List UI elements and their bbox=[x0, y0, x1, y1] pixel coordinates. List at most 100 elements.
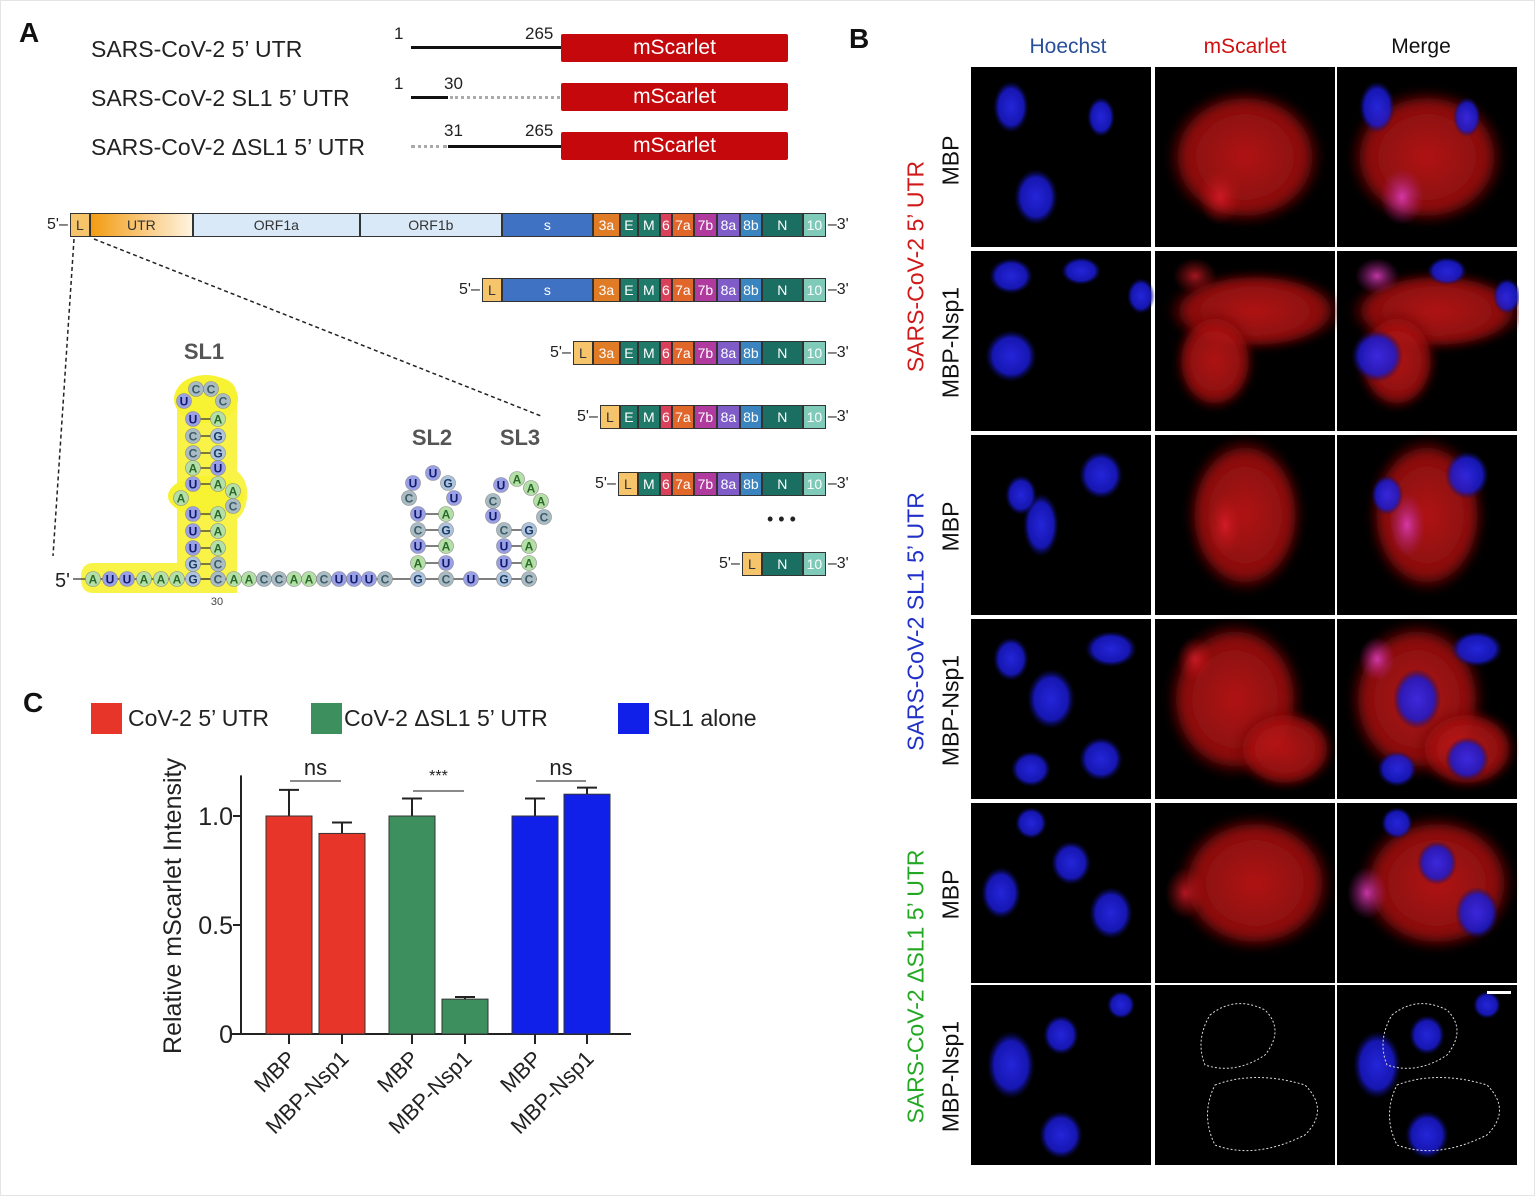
svg-text:A: A bbox=[513, 473, 522, 487]
nucleotide: A bbox=[301, 571, 317, 587]
gene-3a: 3a bbox=[592, 278, 620, 302]
nucleotide: U bbox=[496, 555, 512, 571]
svg-text:A: A bbox=[214, 542, 223, 556]
svg-text:G: G bbox=[524, 524, 533, 538]
gene-7b: 7b bbox=[693, 213, 717, 237]
gene-utr: UTR bbox=[89, 213, 193, 237]
significance-label: *** bbox=[429, 768, 448, 785]
nucleus bbox=[1039, 1111, 1083, 1159]
nucleus bbox=[1011, 751, 1051, 787]
svg-text:A: A bbox=[140, 573, 149, 587]
nucleotide: U bbox=[331, 571, 347, 587]
svg-text:U: U bbox=[450, 492, 459, 506]
nucleotide: A bbox=[286, 571, 302, 587]
nucleus bbox=[1359, 81, 1395, 133]
svg-text:U: U bbox=[365, 573, 374, 587]
nucleotide: U bbox=[210, 460, 226, 476]
micrograph-mscarlet bbox=[1155, 985, 1335, 1165]
row-label: MBP-Nsp1 bbox=[937, 654, 964, 767]
gene-l: L bbox=[572, 341, 593, 365]
nucleus bbox=[1351, 330, 1403, 382]
nucleus bbox=[1377, 751, 1417, 787]
gene-8b: 8b bbox=[739, 278, 762, 302]
cytoplasm-signal bbox=[1175, 813, 1335, 953]
column-header-hoechst: Hoechst bbox=[1029, 35, 1107, 58]
svg-text:A: A bbox=[214, 413, 223, 427]
nucleus bbox=[1427, 257, 1467, 285]
construct-start: 1 bbox=[394, 24, 404, 43]
ellipsis: • • • bbox=[767, 509, 796, 529]
gene-l: L bbox=[69, 213, 90, 237]
legend-label-utr: CoV-2 5’ UTR bbox=[128, 705, 270, 731]
svg-text:U: U bbox=[489, 510, 498, 524]
svg-text:U: U bbox=[189, 542, 198, 556]
svg-text:C: C bbox=[320, 573, 329, 587]
panel-label-a: A bbox=[19, 17, 40, 48]
nucleotide: A bbox=[169, 571, 185, 587]
nucleotide: U bbox=[446, 490, 462, 506]
row-label: MBP bbox=[937, 869, 964, 920]
nucleotide: U bbox=[119, 571, 135, 587]
nucleotide: C bbox=[215, 393, 231, 409]
micrograph-merge bbox=[1337, 251, 1519, 431]
nucleotide: A bbox=[509, 471, 525, 487]
nucleotide: U bbox=[185, 411, 201, 427]
nucleotide: C bbox=[185, 428, 201, 444]
nucleotide: C bbox=[188, 381, 204, 397]
micrograph-merge bbox=[1337, 803, 1517, 983]
nucleotide: G bbox=[496, 571, 512, 587]
nucleotide: U bbox=[176, 393, 192, 409]
cell-outline bbox=[1207, 1077, 1318, 1152]
nucleotide: U bbox=[405, 475, 421, 491]
genome-map-row: 5'– L M 6 7a 7b 8a 8b N 10 –3' bbox=[593, 471, 851, 497]
gene-n: N bbox=[761, 405, 803, 429]
svg-text:U: U bbox=[189, 508, 198, 522]
nucleotide: A bbox=[85, 571, 101, 587]
svg-text:U: U bbox=[500, 557, 509, 571]
svg-text:A: A bbox=[245, 573, 254, 587]
cytoplasm-signal bbox=[1175, 311, 1255, 411]
gene-e: E bbox=[619, 213, 638, 237]
nucleus bbox=[1347, 867, 1387, 919]
nucleus bbox=[981, 867, 1021, 919]
cell-outline bbox=[1382, 1003, 1458, 1069]
row-label: MBP bbox=[937, 135, 964, 186]
nucleotide: C bbox=[271, 571, 287, 587]
deleted-region-line bbox=[450, 96, 560, 99]
gene-e: E bbox=[619, 341, 638, 365]
legend-swatch-dsl1 bbox=[311, 703, 342, 734]
gene-7a: 7a bbox=[671, 213, 694, 237]
nucleotide: C bbox=[185, 445, 201, 461]
sl1-highlight bbox=[81, 376, 248, 593]
nucleotide: U bbox=[410, 538, 426, 554]
three-prime-label: –3' bbox=[827, 555, 849, 572]
gene-7b: 7b bbox=[693, 405, 717, 429]
gene-6: 6 bbox=[659, 405, 672, 429]
svg-text:U: U bbox=[189, 413, 198, 427]
nucleotide: G bbox=[410, 571, 426, 587]
y-tick-label: 0.5 bbox=[198, 912, 233, 940]
y-tick-label: 0 bbox=[219, 1021, 233, 1049]
three-prime-label: –3' bbox=[827, 344, 849, 361]
bar bbox=[511, 815, 559, 1035]
svg-text:U: U bbox=[189, 525, 198, 539]
mscarlet-box: mScarlet bbox=[561, 34, 788, 62]
svg-text:U: U bbox=[123, 573, 132, 587]
panel-label-c: C bbox=[23, 687, 44, 718]
sl1-label: SL1 bbox=[184, 339, 224, 364]
nucleus bbox=[1445, 737, 1489, 781]
svg-text:C: C bbox=[442, 573, 451, 587]
svg-text:C: C bbox=[405, 492, 414, 506]
svg-text:A: A bbox=[214, 525, 223, 539]
nucleus-signal bbox=[1198, 169, 1242, 225]
nucleotide: A bbox=[438, 538, 454, 554]
column-header-mscarlet: mScarlet bbox=[1203, 35, 1287, 58]
bar bbox=[441, 998, 489, 1035]
svg-text:C: C bbox=[214, 573, 223, 587]
gene-l: L bbox=[617, 472, 638, 496]
svg-text:A: A bbox=[173, 573, 182, 587]
svg-text:G: G bbox=[188, 558, 197, 572]
gene-10: 10 bbox=[802, 278, 826, 302]
nucleotide: A bbox=[438, 506, 454, 522]
